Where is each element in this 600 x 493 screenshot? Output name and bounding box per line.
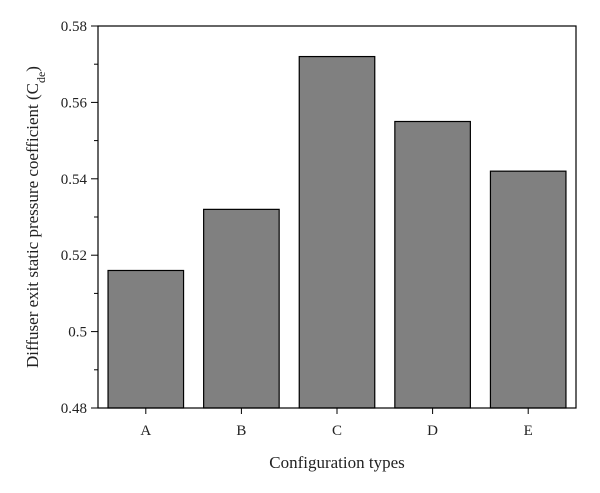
y-axis-title: Diffuser exit static pressure coefficien…	[23, 66, 48, 368]
y-tick-label: 0.48	[61, 401, 87, 417]
x-axis-ticks: A B C D E	[140, 408, 533, 439]
y-axis-ticks: 0.48 0.5 0.52 0.54 0.56 0.58	[61, 19, 98, 417]
y-tick-label: 0.52	[61, 248, 87, 264]
bar-b	[203, 208, 280, 409]
x-axis-title: Configuration types	[269, 453, 405, 472]
y-axis-title-end: )	[23, 66, 42, 72]
bar-c	[298, 55, 376, 409]
y-tick-label: 0.5	[68, 325, 87, 341]
x-tick-label-c: C	[332, 423, 342, 439]
x-tick-label-e: E	[524, 423, 533, 439]
y-axis-title-main: Diffuser exit static pressure coefficien…	[23, 83, 42, 368]
y-axis-title-subscript: de	[34, 72, 48, 83]
bar-e	[489, 170, 567, 409]
x-tick-label-b: B	[236, 423, 246, 439]
bar-a	[107, 269, 185, 409]
bars-group	[107, 55, 567, 409]
y-tick-label: 0.56	[61, 95, 88, 111]
x-tick-label-a: A	[140, 423, 151, 439]
y-tick-label: 0.58	[61, 19, 87, 35]
plot-frame	[97, 25, 577, 409]
x-tick-label-d: D	[427, 423, 438, 439]
y-tick-label: 0.54	[61, 172, 88, 188]
bar-d	[394, 120, 471, 409]
